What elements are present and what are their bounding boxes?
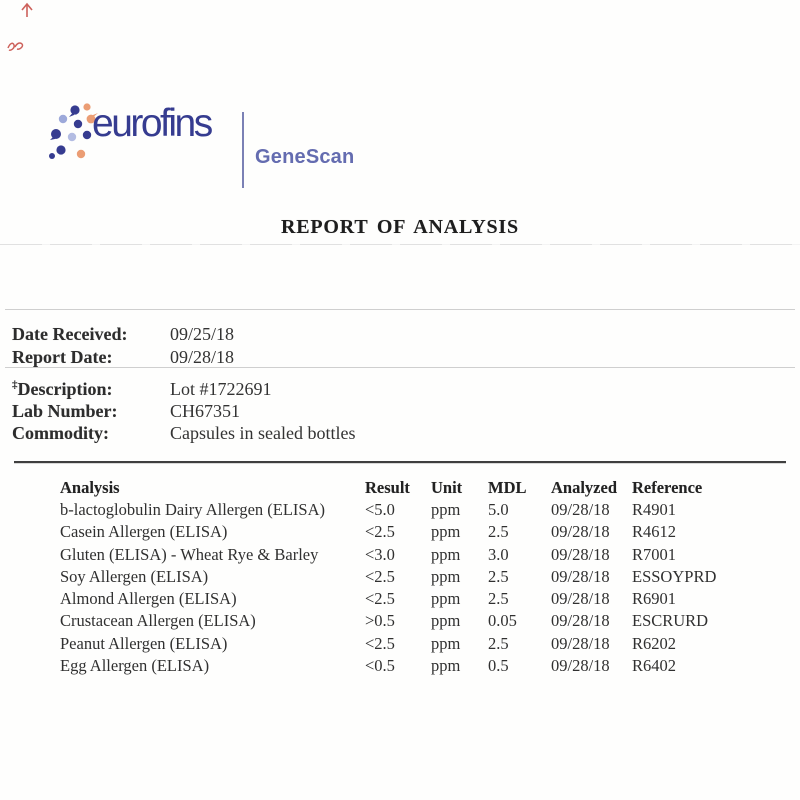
field-label: Date Received: [12,324,128,344]
double-dagger-mark: ‡ [12,379,18,391]
cell-result: >0.5 [365,611,395,631]
cell-analyzed: 09/28/18 [551,611,610,631]
field-value: Lot #1722691 [170,379,272,399]
results-table-body: b-lactoglobulin Dairy Allergen (ELISA) <… [60,500,760,678]
field-label: Lab Number: [12,401,118,422]
cell-mdl: 2.5 [488,522,509,542]
cell-analyzed: 09/28/18 [551,656,610,676]
cell-analyzed: 09/28/18 [551,566,610,586]
cell-reference: R7001 [632,544,677,564]
cell-result: <3.0 [365,544,395,564]
cell-analysis: Almond Allergen (ELISA) [60,589,237,609]
field-label: Report Date: [12,347,113,367]
cell-unit: ppm [431,544,461,564]
cell-reference: ESCRURD [632,611,709,631]
cell-unit: ppm [431,566,461,586]
results-table-header: Analysis Result Unit MDL Analyzed Refere… [60,478,760,500]
cell-analyzed: 09/28/18 [551,500,610,519]
column-header-analyzed: Analyzed [551,478,617,497]
cell-reference: ESSOYPRD [632,566,717,586]
red-pen-mark-icon [7,42,24,51]
field-value: CH67351 [170,401,241,422]
cell-analyzed: 09/28/18 [551,633,610,653]
section-rule [5,309,795,310]
report-title: REPORT OF ANALYSIS [281,216,519,238]
table-row: Gluten (ELISA) - Wheat Rye & Barley <3.0… [60,545,760,567]
field-value: 09/25/18 [170,324,235,344]
cell-analysis: Soy Allergen (ELISA) [60,566,209,586]
cell-reference: R4612 [632,522,677,542]
eurofins-logo-icon [49,103,98,159]
red-pen-mark-icon [21,2,33,17]
table-row: Peanut Allergen (ELISA) <2.5 ppm 2.5 09/… [60,634,760,656]
cell-mdl: 0.05 [488,611,517,631]
cell-reference: R4901 [632,500,677,519]
table-row: Soy Allergen (ELISA) <2.5 ppm 2.5 09/28/… [60,567,760,589]
table-top-rule [14,461,786,463]
brand-divider [242,112,244,188]
cell-analyzed: 09/28/18 [551,522,610,542]
table-row: b-lactoglobulin Dairy Allergen (ELISA) <… [60,500,760,522]
cell-unit: ppm [431,656,461,676]
cell-mdl: 2.5 [488,589,509,609]
cell-mdl: 5.0 [488,500,509,519]
cell-unit: ppm [431,522,461,542]
cell-result: <0.5 [365,656,395,676]
column-header-unit: Unit [431,478,463,497]
cell-result: <2.5 [365,589,395,609]
table-row: Crustacean Allergen (ELISA) >0.5 ppm 0.0… [60,611,760,633]
cell-result: <2.5 [365,566,395,586]
cell-result: <5.0 [365,500,395,519]
column-header-mdl: MDL [488,478,527,497]
eurofins-wordmark: eurofins [92,102,213,145]
field-value: 09/28/18 [170,347,235,367]
cell-reference: R6402 [632,656,677,676]
table-row: Casein Allergen (ELISA) <2.5 ppm 2.5 09/… [60,522,760,544]
cell-analyzed: 09/28/18 [551,589,610,609]
faint-scan-rule [0,244,800,245]
cell-result: <2.5 [365,633,395,653]
column-header-result: Result [365,478,410,497]
cell-analysis: Peanut Allergen (ELISA) [60,633,228,653]
cell-mdl: 2.5 [488,566,509,586]
cell-unit: ppm [431,500,461,519]
cell-result: <2.5 [365,522,395,542]
cell-analyzed: 09/28/18 [551,544,610,564]
field-value: Capsules in sealed bottles [170,423,356,444]
field-label: Commodity: [12,423,109,444]
cell-analysis: Gluten (ELISA) - Wheat Rye & Barley [60,544,319,564]
column-header-reference: Reference [632,478,703,497]
table-row: Almond Allergen (ELISA) <2.5 ppm 2.5 09/… [60,589,760,611]
cell-analysis: Egg Allergen (ELISA) [60,656,210,676]
cell-analysis: Casein Allergen (ELISA) [60,522,228,542]
cell-analysis: b-lactoglobulin Dairy Allergen (ELISA) [60,500,326,519]
cell-unit: ppm [431,633,461,653]
cell-reference: R6202 [632,633,677,653]
cell-analysis: Crustacean Allergen (ELISA) [60,611,256,631]
cell-mdl: 0.5 [488,656,509,676]
cell-reference: R6901 [632,589,677,609]
field-label: ‡Description: [12,379,113,399]
cell-mdl: 3.0 [488,544,509,564]
column-header-analysis: Analysis [60,478,120,497]
cell-unit: ppm [431,611,461,631]
genescan-division-label: GeneScan [255,146,355,168]
section-rule [5,367,795,368]
cell-unit: ppm [431,589,461,609]
cell-mdl: 2.5 [488,633,509,653]
table-row: Egg Allergen (ELISA) <0.5 ppm 0.5 09/28/… [60,656,760,678]
